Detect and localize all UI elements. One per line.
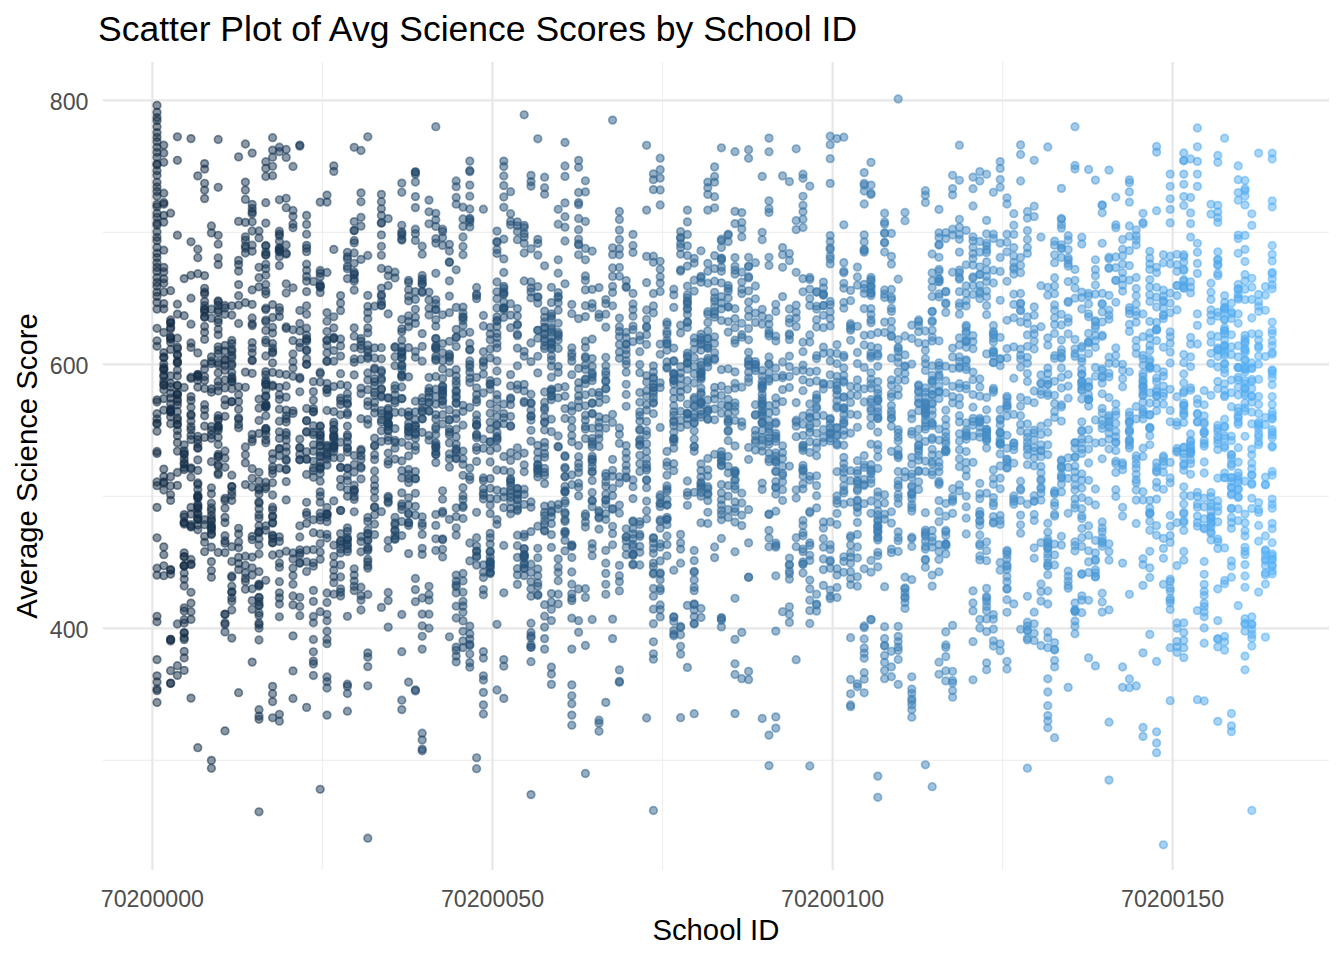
svg-text:70200050: 70200050 [441,886,544,912]
svg-text:800: 800 [50,89,89,115]
svg-text:600: 600 [50,353,89,379]
svg-text:70200100: 70200100 [781,886,884,912]
svg-text:Scatter Plot of Avg Science Sc: Scatter Plot of Avg Science Scores by Sc… [98,9,857,49]
svg-text:70200000: 70200000 [101,886,204,912]
svg-text:70200150: 70200150 [1121,886,1224,912]
svg-text:400: 400 [50,617,89,643]
svg-text:Average Science Score: Average Science Score [10,313,43,619]
svg-text:School ID: School ID [652,913,779,946]
